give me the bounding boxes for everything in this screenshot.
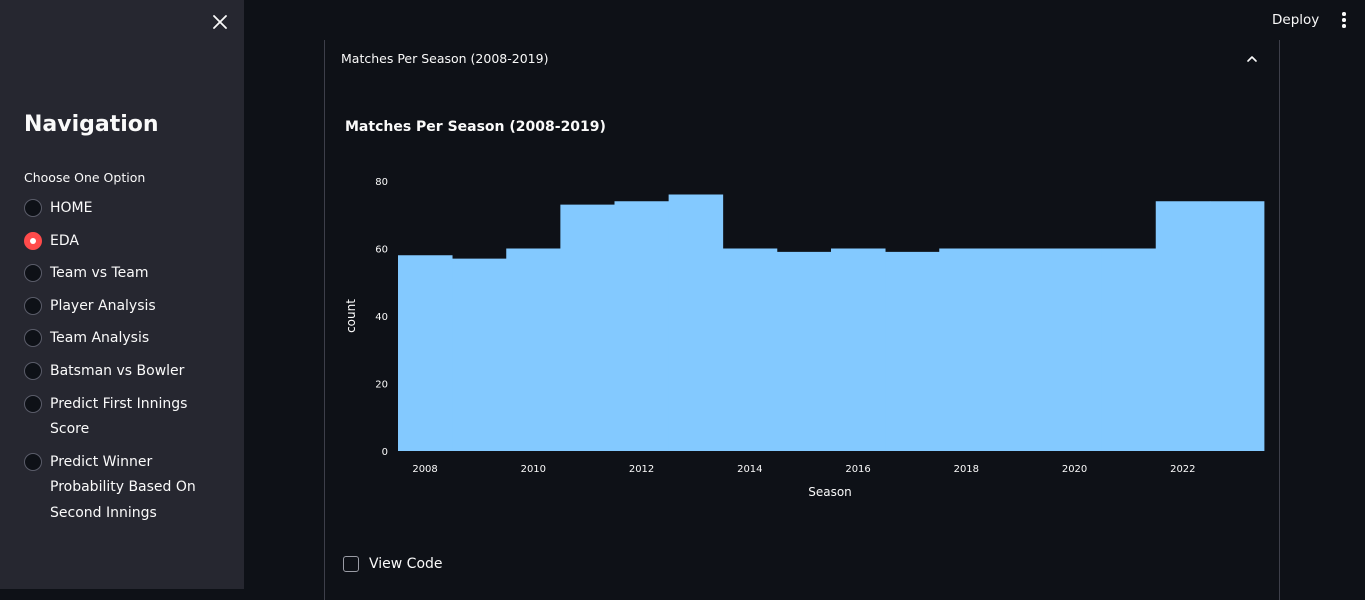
menu-dot (1342, 24, 1346, 28)
menu-dot (1342, 18, 1346, 22)
x-axis-label: Season (808, 485, 852, 499)
bars-group (398, 194, 1265, 451)
menu-dot (1342, 12, 1346, 16)
chart-title: Matches Per Season (2008-2019) (345, 119, 606, 135)
radio-unselected-icon[interactable] (24, 199, 42, 217)
x-tick-label: 2008 (412, 464, 437, 475)
radio-option[interactable]: HOME (24, 196, 224, 222)
x-tick-label: 2010 (521, 464, 546, 475)
close-icon (213, 15, 227, 29)
main-menu-button[interactable] (1334, 8, 1354, 32)
radio-option[interactable]: Team Analysis (24, 326, 224, 352)
bar (1155, 201, 1211, 451)
radio-unselected-icon[interactable] (24, 361, 42, 380)
bar (452, 258, 507, 451)
radio-option[interactable]: Predict Winner Probability Based On Seco… (24, 450, 224, 527)
y-tick-label: 80 (375, 177, 388, 188)
radio-option[interactable]: Team vs Team (24, 261, 224, 287)
radio-option[interactable]: Player Analysis (24, 294, 224, 320)
chevron-up-icon (1247, 56, 1257, 62)
bar (506, 248, 561, 451)
bar (1101, 248, 1157, 451)
bar (560, 204, 615, 451)
radio-unselected-icon[interactable] (24, 296, 42, 315)
radio-option-label: EDA (50, 232, 79, 249)
view-code-checkbox[interactable]: View Code (343, 556, 443, 572)
radio-unselected-icon[interactable] (24, 264, 42, 283)
y-tick-label: 40 (375, 312, 388, 323)
y-axis: 0 20 40 60 80 (375, 177, 388, 458)
bar (1047, 248, 1103, 451)
radio-option[interactable]: Batsman vs Bowler (24, 359, 224, 385)
bar (614, 201, 670, 451)
bar (668, 194, 724, 451)
expander-title: Matches Per Season (2008-2019) (341, 51, 549, 66)
x-tick-label: 2012 (629, 464, 654, 475)
x-tick-label: 2014 (737, 464, 762, 475)
bar (776, 251, 832, 451)
bar (398, 255, 453, 451)
radio-unselected-icon[interactable] (24, 452, 42, 471)
matches-per-season-chart: Matches Per Season (2008-2019) 0 20 40 60 80… (344, 119, 1265, 499)
radio-option-label: Team Analysis (50, 330, 150, 347)
deploy-button[interactable]: Deploy (1272, 12, 1320, 28)
x-tick-label: 2016 (845, 464, 870, 475)
radio-unselected-icon[interactable] (24, 394, 42, 413)
x-axis: 2008 2010 2012 2014 2016 2018 2020 2022 (412, 464, 1195, 475)
bar (722, 248, 778, 451)
x-tick-label: 2018 (954, 464, 979, 475)
sidebar-title: Navigation (24, 112, 159, 137)
x-tick-label: 2020 (1062, 464, 1087, 475)
bar (885, 251, 940, 451)
radio-option[interactable]: Predict First Innings Score (24, 392, 224, 443)
radio-option-label: HOME (50, 200, 93, 216)
radio-option-label: Predict First Innings Score (50, 395, 188, 438)
expander-header[interactable]: Matches Per Season (2008-2019) (325, 40, 1279, 78)
radio-option[interactable]: EDA (24, 229, 224, 255)
radio-selected-icon[interactable] (24, 231, 42, 250)
bar (993, 248, 1048, 451)
bar (939, 248, 994, 451)
expander: Matches Per Season (2008-2019) Matches P… (324, 40, 1280, 600)
bar (1209, 201, 1265, 451)
view-code-label: View Code (369, 556, 443, 572)
radio-group-label: Choose One Option (24, 170, 146, 185)
y-tick-label: 60 (375, 245, 388, 256)
y-axis-label: count (344, 299, 358, 333)
checkbox-box[interactable] (343, 556, 359, 572)
radio-unselected-icon[interactable] (24, 329, 42, 348)
close-sidebar-button[interactable] (208, 10, 232, 34)
sidebar: Navigation Choose One Option HOME EDA Team… (0, 0, 244, 589)
bar (831, 248, 886, 451)
y-tick-label: 20 (375, 380, 388, 391)
radio-option-label: Batsman vs Bowler (50, 362, 185, 379)
y-tick-label: 0 (382, 447, 388, 458)
radio-option-label: Team vs Team (50, 265, 149, 282)
radio-group: HOME EDA Team vs Team Player Analysis Team A… (24, 196, 224, 534)
x-tick-label: 2022 (1170, 464, 1195, 475)
radio-option-label: Player Analysis (50, 297, 156, 314)
radio-option-label: Predict Winner Probability Based On Seco… (50, 453, 196, 521)
